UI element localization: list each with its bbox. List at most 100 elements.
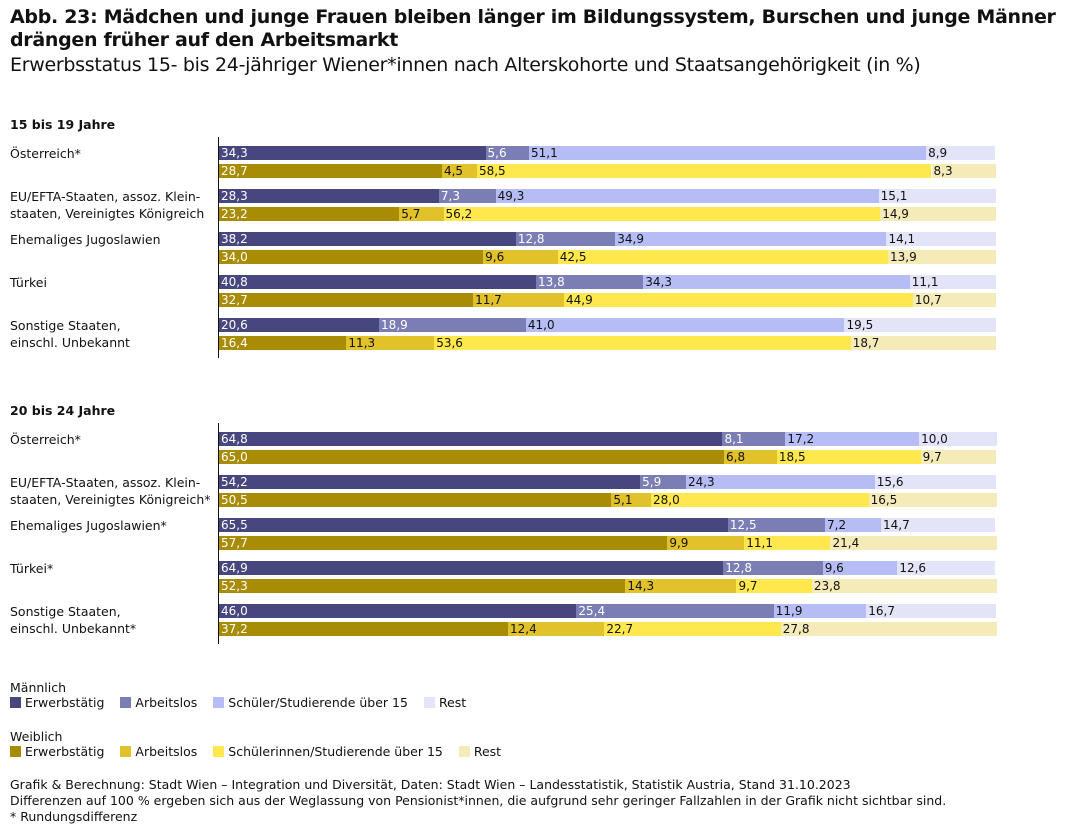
chart-title: Abb. 23: Mädchen und junge Frauen bleibe… — [10, 6, 1056, 51]
bar-female-0 — [219, 622, 509, 636]
bar-female-0 — [219, 207, 400, 221]
legend-swatch — [458, 746, 470, 757]
bar-female-0 — [219, 164, 442, 178]
data-label: 11,7 — [475, 293, 502, 307]
legend-label: Schüler/Studierende über 15 — [228, 695, 408, 710]
legend-label: Arbeitslos — [135, 744, 198, 759]
bar-female-3 — [912, 293, 996, 307]
bar-female-1 — [346, 336, 435, 350]
data-label: 5,1 — [613, 493, 633, 507]
data-label: 6,8 — [726, 450, 746, 464]
bar-male-1 — [536, 275, 644, 289]
data-label: 9,7 — [922, 450, 942, 464]
legend-female: Weiblich Erwerbstätig Arbeitslos Schülerinn… — [10, 729, 517, 760]
legend-male-title: Männlich — [10, 680, 67, 695]
bar-male-1 — [379, 318, 526, 332]
data-label: 27,8 — [782, 622, 810, 636]
bar-male-2 — [495, 189, 879, 203]
data-label: 12,8 — [517, 232, 545, 246]
bar-female-2 — [651, 493, 869, 507]
bar-female-3 — [830, 536, 997, 550]
data-label: 65,5 — [221, 518, 248, 532]
bar-male-3 — [881, 518, 996, 532]
data-label: 14,7 — [883, 518, 910, 532]
data-label: 28,0 — [653, 493, 680, 507]
bar-male-2 — [525, 318, 845, 332]
data-label: 57,7 — [221, 536, 248, 550]
bar-male-0 — [219, 275, 537, 289]
data-label: 49,3 — [497, 189, 525, 203]
data-label: 12,6 — [899, 561, 927, 575]
data-label: 13,8 — [538, 275, 565, 289]
legend-label: Erwerbstätig — [25, 695, 105, 710]
bar-female-1 — [625, 579, 737, 593]
bar-female-1 — [667, 536, 745, 550]
bar-female-3 — [811, 579, 997, 593]
footer: Grafik & Berechnung: Stadt Wien – Integr… — [10, 777, 946, 825]
data-label: 9,7 — [738, 579, 758, 593]
data-label: 18,5 — [778, 450, 806, 464]
legend-swatch — [423, 697, 435, 708]
data-label: 9,6 — [824, 561, 844, 575]
bar-male-1 — [576, 604, 774, 618]
category-label: EU/EFTA-Staaten, assoz. Klein-staaten, V… — [10, 475, 211, 507]
legend-swatch — [120, 697, 132, 708]
bar-male-0 — [219, 561, 724, 575]
data-label: 10,0 — [921, 432, 948, 446]
footer-asterisk: * Rundungsdifferenz — [10, 809, 138, 824]
legend-item: Schülerinnen/Studierende über 15 — [213, 744, 443, 759]
bar-female-3 — [887, 250, 996, 264]
bar-female-2 — [736, 579, 812, 593]
bar-male-2 — [615, 232, 887, 246]
legend-label: Erwerbstätig — [25, 744, 105, 759]
bar-female-2 — [563, 293, 913, 307]
bar-male-3 — [919, 432, 997, 446]
data-label: 20,6 — [221, 318, 248, 332]
data-label: 51,1 — [531, 146, 558, 160]
bar-male-1 — [727, 518, 826, 532]
data-label: 24,3 — [687, 475, 715, 489]
data-label: 16,7 — [868, 604, 895, 618]
data-label: 14,3 — [627, 579, 655, 593]
data-label: 16,4 — [221, 336, 248, 350]
data-label: 11,3 — [348, 336, 376, 350]
data-label: 34,3 — [221, 146, 248, 160]
data-label: 44,9 — [565, 293, 593, 307]
data-label: 58,5 — [478, 164, 506, 178]
data-label: 12,8 — [725, 561, 752, 575]
bar-female-0 — [219, 250, 484, 264]
data-label: 11,1 — [911, 275, 939, 289]
category-label: Türkei — [10, 275, 47, 290]
data-label: 7,2 — [827, 518, 847, 532]
legend-swatch — [213, 697, 225, 708]
bar-female-0 — [219, 336, 347, 350]
bar-female-0 — [219, 536, 668, 550]
category-label: Österreich* — [10, 432, 81, 447]
legend-item: Schüler/Studierende über 15 — [213, 695, 408, 710]
legend-item: Arbeitslos — [120, 695, 197, 710]
legend-item: Arbeitslos — [120, 744, 197, 759]
data-label: 11,9 — [775, 604, 803, 618]
data-label: 9,9 — [669, 536, 689, 550]
bar-female-1 — [483, 250, 558, 264]
data-label: 17,2 — [787, 432, 815, 446]
bar-female-3 — [868, 493, 997, 507]
data-label: 5,7 — [401, 207, 421, 221]
legend-item: Rest — [458, 744, 501, 759]
data-label: 23,2 — [221, 207, 248, 221]
data-label: 41,0 — [527, 318, 555, 332]
bar-female-0 — [219, 493, 612, 507]
data-label: 12,5 — [729, 518, 757, 532]
data-label: 42,5 — [559, 250, 587, 264]
bar-male-1 — [722, 432, 786, 446]
bar-male-0 — [219, 604, 577, 618]
bar-female-3 — [920, 450, 996, 464]
legend-swatch — [10, 697, 21, 708]
data-label: 5,9 — [642, 475, 662, 489]
legend-male: Männlich Erwerbstätig Arbeitslos Schüler/St… — [10, 680, 482, 711]
bar-female-3 — [931, 164, 996, 178]
data-label: 23,8 — [813, 579, 841, 593]
bar-male-0 — [219, 475, 641, 489]
bar-female-1 — [611, 493, 651, 507]
bar-female-1 — [724, 450, 777, 464]
